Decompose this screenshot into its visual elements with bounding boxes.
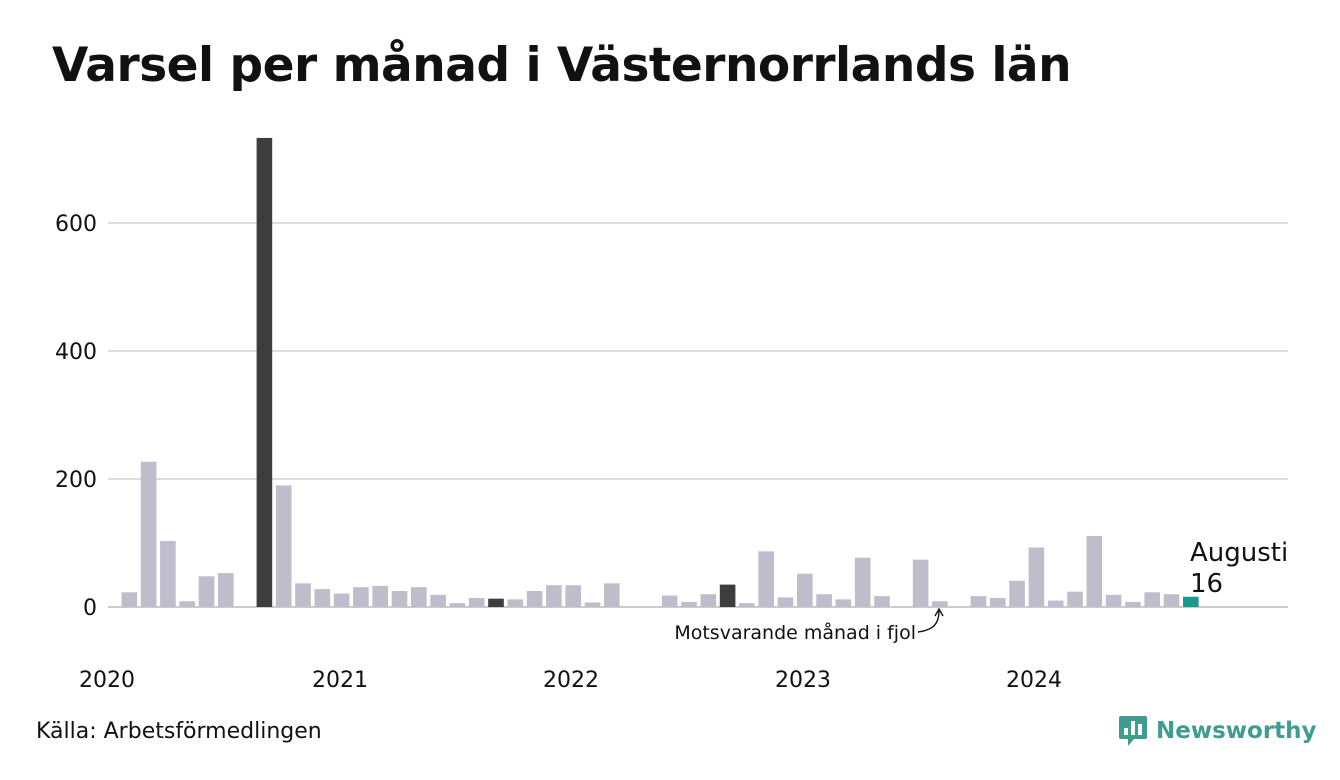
bar (758, 551, 774, 607)
bar (1163, 594, 1180, 607)
y-tick-label: 200 (55, 468, 97, 493)
x-tick-label: 2020 (79, 668, 135, 693)
current-month-label: Augusti (1190, 538, 1288, 568)
source-note: Källa: Arbetsförmedlingen (36, 719, 322, 744)
bar (333, 593, 350, 607)
bar (816, 594, 832, 607)
bar (835, 599, 852, 607)
bar (1144, 592, 1160, 607)
bar (854, 557, 871, 607)
bar (179, 601, 195, 607)
bar (1047, 600, 1064, 607)
y-tick-label: 0 (83, 596, 97, 621)
annotation-arrowhead (934, 607, 944, 617)
prior-year-label: Motsvarande månad i fjol (674, 621, 916, 644)
bar (411, 587, 427, 607)
bar (1105, 594, 1122, 607)
chart-title: Varsel per månad i Västernorrlands län (52, 38, 1072, 93)
bar (565, 585, 581, 607)
current-value-label: 16 (1190, 569, 1223, 599)
y-axis-ticks: 0 200 400 600 (55, 212, 97, 621)
bar (295, 583, 311, 607)
bar (797, 573, 813, 607)
bar (391, 591, 408, 607)
bar (739, 603, 755, 607)
bar (1028, 547, 1045, 607)
bar (777, 597, 794, 607)
bar-highlight (256, 137, 273, 607)
bar (218, 573, 234, 607)
bar (990, 598, 1006, 607)
bar (449, 603, 466, 607)
x-tick-label: 2024 (1006, 668, 1062, 693)
bar (1067, 591, 1083, 607)
y-tick-label: 600 (55, 212, 97, 237)
bar (661, 595, 678, 607)
bar (198, 576, 215, 607)
bar (121, 592, 138, 607)
bar (932, 601, 948, 607)
bar (604, 583, 620, 607)
bar (314, 589, 331, 607)
bar (700, 594, 717, 607)
bar (507, 599, 524, 607)
bar (912, 559, 929, 607)
bar (140, 461, 157, 607)
bar (353, 587, 369, 607)
bar (1125, 601, 1141, 607)
x-tick-label: 2021 (312, 668, 368, 693)
bar (1009, 580, 1025, 607)
x-tick-label: 2022 (543, 668, 599, 693)
brand-logo[interactable]: Newsworthy (1118, 714, 1317, 748)
bar (970, 596, 987, 607)
bar-highlight (719, 584, 736, 607)
x-axis-ticks: 2020 2021 2022 2023 2024 (79, 668, 1062, 693)
bar (372, 585, 388, 607)
bar (275, 485, 292, 607)
annotation-arrow (917, 610, 940, 633)
bar (1086, 535, 1103, 607)
x-tick-label: 2023 (775, 668, 831, 693)
bar-highlight (488, 598, 504, 607)
brand-name: Newsworthy (1156, 718, 1317, 744)
bar (681, 601, 697, 607)
bar (160, 541, 176, 607)
bar-current (1183, 596, 1199, 607)
bar (430, 594, 446, 607)
newsworthy-logo-icon (1119, 716, 1147, 746)
bars (121, 137, 1199, 607)
bar (546, 585, 562, 607)
bar (468, 598, 485, 607)
bar (874, 596, 890, 607)
bar (584, 602, 601, 607)
y-tick-label: 400 (55, 340, 97, 365)
bar (526, 591, 543, 607)
